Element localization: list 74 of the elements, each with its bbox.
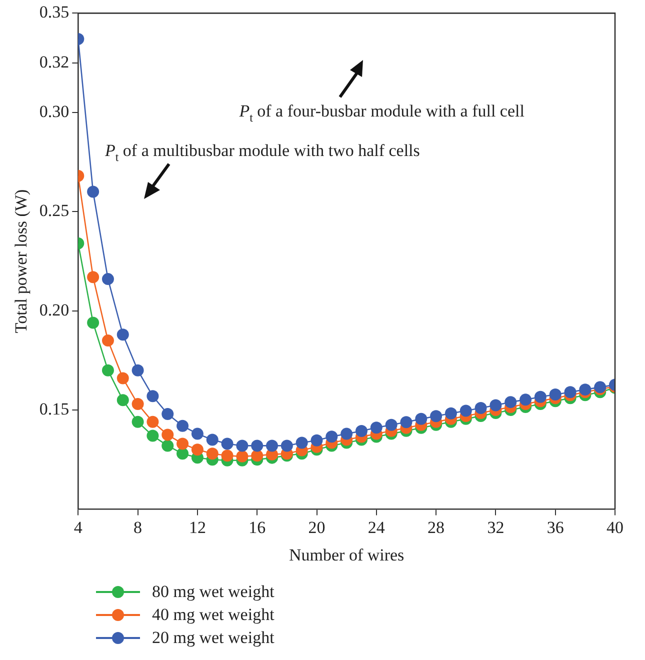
point [146,416,159,428]
legend-label: 20 mg wet weight [152,628,274,648]
point [162,428,174,441]
point [206,434,218,446]
point [370,422,382,434]
point [162,408,174,420]
point [251,450,264,462]
point [162,440,174,452]
point [146,430,159,442]
x-tick-label: 24 [368,518,386,537]
point [191,428,204,440]
point [132,398,144,410]
x-tick-label: 28 [428,518,445,537]
point [132,364,144,376]
point [579,384,592,396]
point [87,271,100,284]
point [520,394,532,406]
x-axis-title: Number of wires [288,545,404,564]
point [251,440,264,452]
point [296,436,308,449]
point [221,450,234,462]
point [280,440,293,452]
point [266,440,278,452]
point [474,402,487,414]
point [310,434,323,446]
point [430,410,442,422]
point [415,412,428,425]
legend-label: 40 mg wet weight [152,604,274,624]
point [355,425,368,438]
y-axis-title: Total power loss (W) [12,189,31,334]
x-tick-label: 16 [248,518,266,537]
point [504,396,517,408]
x-tick-label: 20 [308,518,326,537]
point [102,364,114,376]
point [564,386,576,398]
point [102,334,114,347]
point [87,316,100,329]
point [236,450,248,462]
x-tick-label: 4 [74,518,83,537]
x-tick-label: 12 [188,518,206,537]
point [191,444,204,456]
point [326,430,338,443]
point [444,407,457,420]
legend-label: 80 mg wet weight [152,582,274,602]
point [490,399,502,412]
point [549,388,562,401]
y-tick-label: 0.35 [39,2,70,22]
point [400,416,412,428]
point [146,390,159,402]
point [87,186,100,198]
point [460,404,472,417]
y-tick-label: 0.25 [39,201,70,220]
y-tick-label: 0.30 [39,102,70,121]
x-tick-label: 8 [134,518,142,537]
point [176,438,189,450]
point [116,372,129,384]
point [206,448,218,460]
point [534,390,546,403]
point [116,394,129,406]
point [116,328,129,341]
point [221,438,234,450]
x-tick-label: 36 [546,518,564,537]
x-tick-label: 32 [487,518,504,537]
point [132,416,144,428]
y-tick-label: 0.20 [39,300,70,320]
y-tick-label: 0.15 [39,399,70,418]
point [340,428,353,440]
y-tick-label: 0.32 [39,52,70,72]
x-tick-label: 40 [606,518,624,537]
point [102,273,114,286]
point [385,418,398,431]
point [176,420,189,432]
point [176,448,189,460]
point [236,440,248,452]
